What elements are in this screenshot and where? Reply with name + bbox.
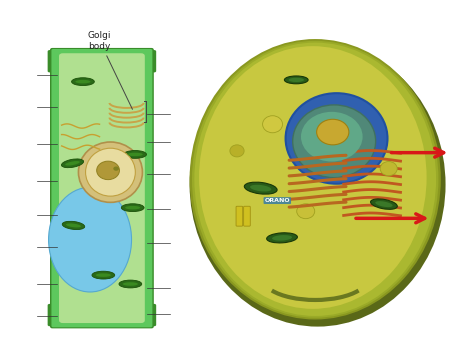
FancyBboxPatch shape: [47, 50, 69, 72]
Ellipse shape: [72, 78, 94, 86]
Ellipse shape: [371, 199, 397, 209]
Ellipse shape: [263, 116, 283, 133]
Ellipse shape: [113, 166, 119, 171]
Ellipse shape: [272, 235, 292, 241]
Ellipse shape: [85, 148, 136, 196]
Ellipse shape: [285, 93, 387, 184]
Ellipse shape: [289, 78, 304, 82]
Ellipse shape: [317, 119, 349, 145]
Ellipse shape: [190, 39, 441, 320]
Ellipse shape: [297, 204, 315, 219]
Ellipse shape: [65, 161, 80, 165]
Ellipse shape: [75, 80, 91, 83]
Ellipse shape: [125, 206, 140, 209]
Ellipse shape: [194, 43, 436, 316]
FancyBboxPatch shape: [59, 53, 145, 323]
Ellipse shape: [66, 223, 81, 228]
Ellipse shape: [301, 112, 363, 162]
FancyBboxPatch shape: [135, 304, 156, 326]
Ellipse shape: [293, 105, 375, 178]
FancyBboxPatch shape: [135, 50, 156, 72]
Ellipse shape: [97, 161, 119, 180]
Ellipse shape: [121, 204, 144, 212]
Ellipse shape: [124, 151, 146, 158]
Ellipse shape: [62, 221, 85, 230]
Ellipse shape: [192, 41, 438, 318]
Ellipse shape: [62, 159, 83, 168]
Ellipse shape: [49, 187, 131, 292]
Ellipse shape: [380, 162, 397, 176]
Ellipse shape: [119, 280, 142, 288]
Ellipse shape: [284, 76, 308, 84]
FancyBboxPatch shape: [47, 304, 69, 326]
Ellipse shape: [244, 182, 277, 194]
Ellipse shape: [78, 142, 142, 202]
Text: ORANO: ORANO: [264, 198, 290, 203]
Ellipse shape: [230, 145, 244, 157]
Ellipse shape: [267, 233, 297, 243]
Ellipse shape: [199, 46, 427, 309]
Ellipse shape: [92, 271, 115, 279]
Ellipse shape: [375, 201, 392, 207]
Ellipse shape: [123, 282, 138, 286]
Ellipse shape: [96, 273, 111, 277]
Ellipse shape: [128, 153, 143, 156]
Text: Golgi
body: Golgi body: [88, 31, 132, 109]
FancyBboxPatch shape: [50, 48, 154, 328]
FancyBboxPatch shape: [52, 49, 152, 327]
Ellipse shape: [250, 185, 271, 192]
FancyBboxPatch shape: [244, 206, 250, 226]
Ellipse shape: [190, 43, 446, 327]
FancyBboxPatch shape: [236, 206, 243, 226]
